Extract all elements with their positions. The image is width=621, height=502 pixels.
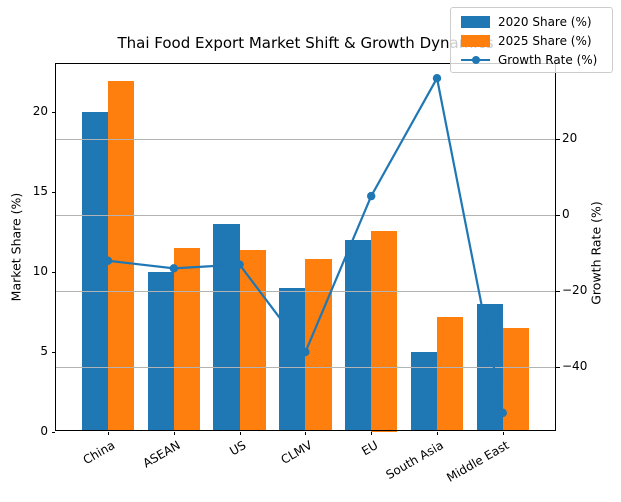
x-tick-label-asean: ASEAN xyxy=(140,438,183,471)
chart-title: Thai Food Export Market Shift & Growth D… xyxy=(117,34,494,52)
y-tick-label-left-0: 0 xyxy=(40,423,48,438)
legend-item-growth-rate: Growth Rate (%) xyxy=(451,50,612,69)
y-tick-label-left-5: 5 xyxy=(40,343,48,358)
x-tick-clmv xyxy=(305,431,307,435)
x-tick-label-middle-east: Middle East xyxy=(444,438,512,485)
y-tick-left-20 xyxy=(51,112,55,114)
x-tick-label-china: China xyxy=(80,438,117,468)
y-tick-label-right-0: 0 xyxy=(562,207,570,222)
legend-swatch-2025-share xyxy=(461,34,490,47)
y-tick-label-left-15: 15 xyxy=(32,184,48,199)
x-tick-eu xyxy=(371,431,373,435)
bar-2025-share-middle-east xyxy=(502,327,530,432)
y-tick-label-right-20: 20 xyxy=(562,131,578,146)
y-axis-label-left: Market Share (%) xyxy=(8,192,24,302)
legend-label-2020-share: 2020 Share (%) xyxy=(498,14,592,29)
legend-marker-glyph xyxy=(471,55,480,64)
plot-border xyxy=(55,63,556,431)
y-tick-label-right--20: −20 xyxy=(562,283,588,298)
x-tick-label-us: US xyxy=(227,438,249,459)
y-tick-left-5 xyxy=(51,351,55,353)
y-tick-right-0 xyxy=(556,215,560,217)
legend-swatch-growth-rate xyxy=(461,54,490,66)
legend-swatch-2020-share xyxy=(461,15,490,28)
y-tick-label-right--40: −40 xyxy=(562,359,588,374)
legend-label-2025-share: 2025 Share (%) xyxy=(498,33,592,48)
y-tick-right--20 xyxy=(556,291,560,293)
y-tick-left-0 xyxy=(51,431,55,433)
y-tick-right-20 xyxy=(556,139,560,141)
legend: 2020 Share (%) 2025 Share (%) Growth Rate … xyxy=(450,7,613,73)
x-tick-us xyxy=(239,431,241,435)
x-tick-label-clmv: CLMV xyxy=(278,438,315,467)
x-tick-label-south-asia: South Asia xyxy=(383,438,446,483)
legend-item-2025-share: 2025 Share (%) xyxy=(451,31,612,50)
y-axis-label-right: Growth Rate (%) xyxy=(588,201,604,305)
x-tick-label-eu: EU xyxy=(359,438,381,459)
legend-label-growth-rate: Growth Rate (%) xyxy=(498,52,598,67)
y-tick-left-15 xyxy=(51,192,55,194)
x-tick-asean xyxy=(173,431,175,435)
x-tick-middle-east xyxy=(502,431,504,435)
x-tick-china xyxy=(108,431,109,435)
y-tick-right--40 xyxy=(556,367,560,369)
y-tick-label-left-10: 10 xyxy=(32,263,48,278)
legend-item-2020-share: 2020 Share (%) xyxy=(451,12,612,31)
x-tick-south-asia xyxy=(437,431,438,435)
bar-2020-share-china xyxy=(81,112,108,432)
y-tick-left-10 xyxy=(51,271,55,273)
y-tick-label-left-20: 20 xyxy=(32,104,48,119)
